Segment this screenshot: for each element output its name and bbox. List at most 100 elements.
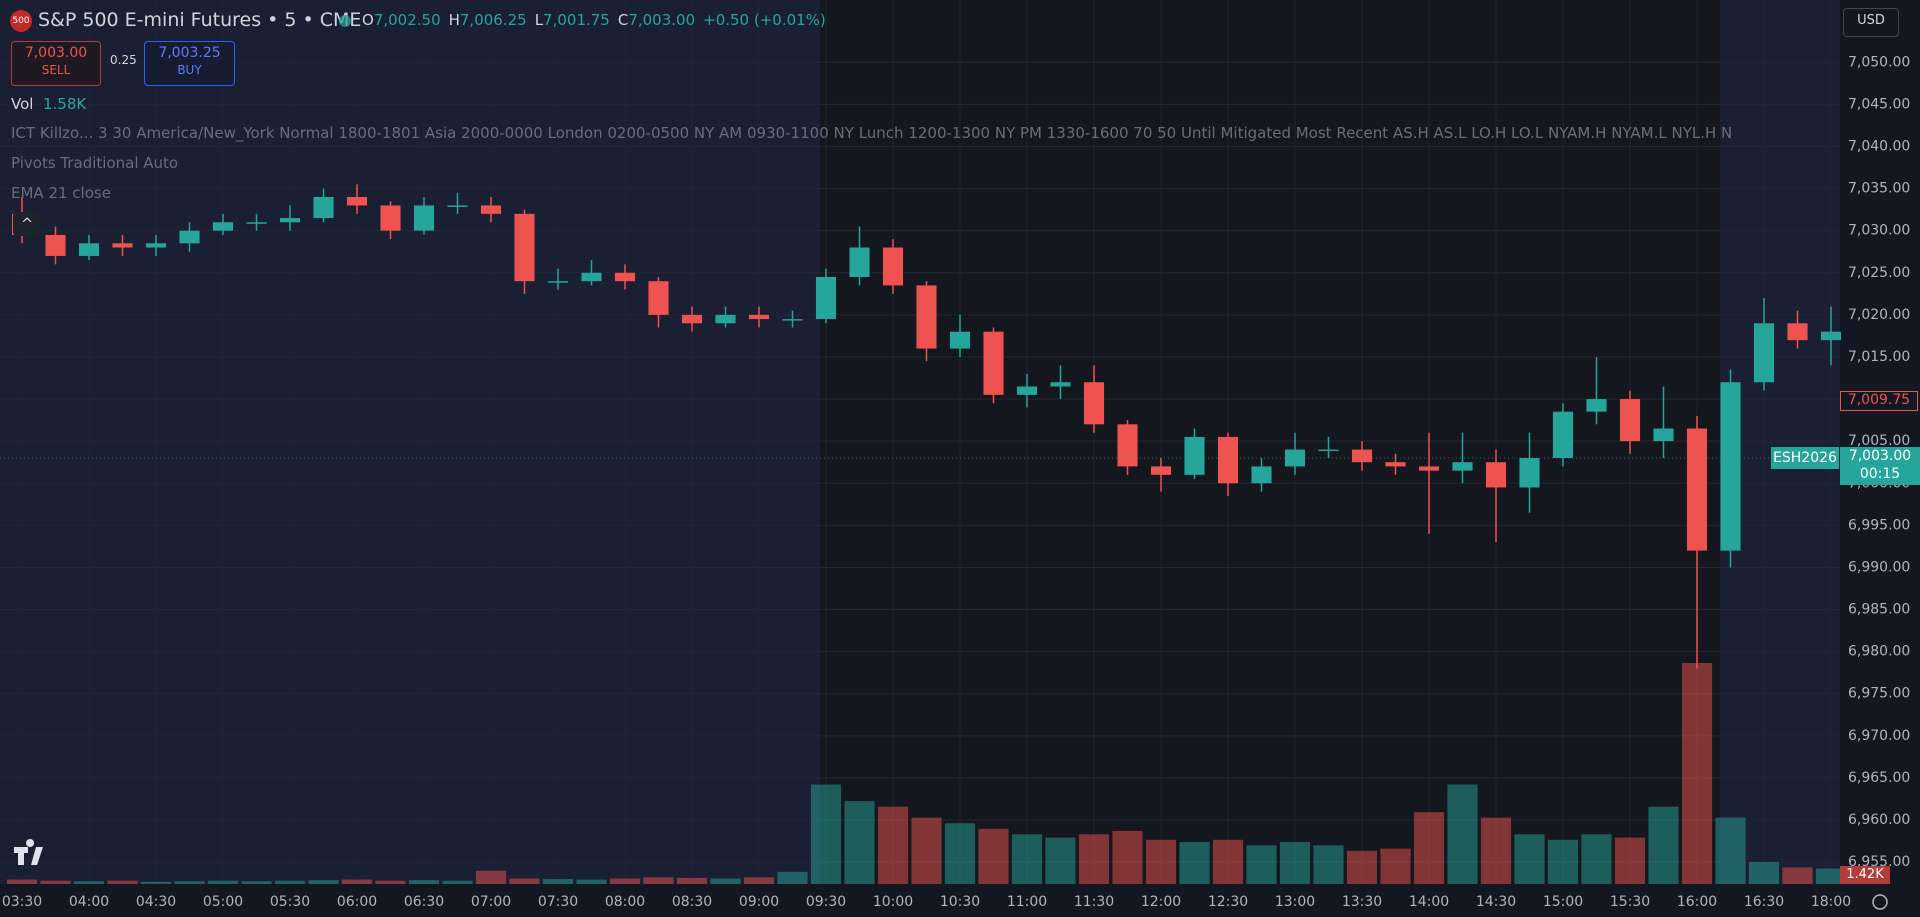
volume-bar <box>174 881 205 884</box>
ict-indicator[interactable]: ICT Killzo... 3 30 America/New_York Norm… <box>11 124 1733 142</box>
volume-bar <box>1681 663 1713 884</box>
candle-body <box>279 218 301 223</box>
collapse-button[interactable]: ^ <box>13 212 41 236</box>
ohlc-value: 7,003.00 <box>628 11 696 29</box>
candle-body <box>1787 323 1808 341</box>
candle-body <box>882 247 904 286</box>
x-tick-label: 12:00 <box>1141 894 1181 910</box>
ohlc-label: O <box>362 11 374 29</box>
candle-body <box>1418 466 1440 471</box>
volume-bar <box>475 870 507 884</box>
candle-body <box>145 243 167 248</box>
ohlc-item: L7,001.75 <box>535 11 610 29</box>
volume-bar <box>1212 839 1244 884</box>
volume-bar <box>207 880 239 884</box>
volume-bar <box>810 784 842 884</box>
last-price: 7,003.00 <box>1848 447 1912 464</box>
y-tick-label: 6,985.00 <box>1848 602 1910 618</box>
market-status[interactable] <box>339 15 351 27</box>
candle-body <box>514 213 535 282</box>
volume-bar <box>911 817 942 884</box>
candle-body <box>1653 428 1674 442</box>
ohlc-item: H7,006.25 <box>449 11 527 29</box>
symbol-logo: 500 <box>10 10 32 32</box>
volume-last-tag: 1.42K <box>1840 866 1890 884</box>
sell-button[interactable]: 7,003.00 SELL <box>11 41 101 86</box>
volume-bar <box>777 871 808 884</box>
x-tick-label: 03:30 <box>2 894 42 910</box>
x-tick-label: 11:00 <box>1007 894 1047 910</box>
candle-body <box>1251 466 1272 484</box>
time-axis-bg <box>0 884 1840 917</box>
volume-bar <box>944 823 976 884</box>
volume-bar <box>308 880 339 884</box>
sell-price: 7,003.00 <box>24 45 88 61</box>
x-tick-label: 12:30 <box>1208 894 1248 910</box>
volume-bar <box>1313 845 1344 884</box>
axes: 7,050.00 7,045.00 7,040.00 7,035.00 7,030.00… <box>0 54 1910 910</box>
volume-bar <box>1715 817 1746 884</box>
candle-body <box>447 205 468 207</box>
ohlc-legend: O7,002.50 H7,006.25 L7,001.75 C7,003.00 +0.5… <box>362 11 826 29</box>
volume-bar <box>1011 834 1043 884</box>
volume-value: 1.58K <box>43 95 87 113</box>
tradingview-logo <box>14 839 43 865</box>
candle-body <box>715 314 736 324</box>
candle-body <box>581 272 602 282</box>
volume-bar <box>710 878 741 884</box>
y-tick-label: 7,030.00 <box>1848 223 1910 239</box>
candle-body <box>916 285 937 349</box>
buy-button[interactable]: 7,003.25 BUY <box>144 41 235 86</box>
y-tick-label: 7,020.00 <box>1848 307 1910 323</box>
x-tick-label: 10:30 <box>940 894 980 910</box>
candle-body <box>782 319 803 321</box>
spread: 0.25 <box>110 53 137 67</box>
x-tick-label: 06:00 <box>337 894 377 910</box>
candle-body <box>815 276 837 320</box>
volume-bar <box>107 880 138 884</box>
pivots-indicator[interactable]: Pivots Traditional Auto <box>11 154 179 172</box>
candle-body <box>1050 382 1071 387</box>
ohlc-label: C <box>617 11 629 29</box>
volume-bar <box>341 879 373 884</box>
volume-bar <box>375 880 406 884</box>
candle-body <box>614 272 636 282</box>
ohlc-item: C7,003.00 <box>618 11 695 29</box>
candle-body <box>1184 436 1205 475</box>
volume-bar <box>978 828 1009 884</box>
y-tick-label: 6,960.00 <box>1848 812 1910 828</box>
candle-body <box>949 331 971 349</box>
candle-body <box>1619 399 1641 442</box>
x-tick-label: 08:30 <box>672 894 712 910</box>
volume-bar <box>442 880 473 884</box>
candle-body <box>1820 331 1842 341</box>
candle-body <box>681 314 703 324</box>
settings-icon[interactable] <box>1872 894 1888 910</box>
y-tick-label: 7,040.00 <box>1848 138 1910 154</box>
volume-label: Vol <box>11 95 34 113</box>
x-tick-label: 07:30 <box>538 894 578 910</box>
candle-body <box>1284 449 1306 467</box>
currency-button[interactable]: USD <box>1843 8 1899 37</box>
ohlc-value: 7,001.75 <box>543 11 610 29</box>
x-tick-label: 09:00 <box>739 894 779 910</box>
candle-body <box>1117 424 1138 467</box>
bar-countdown: 00:15 <box>1859 465 1901 482</box>
ema-indicator[interactable]: EMA 21 close <box>11 184 111 202</box>
x-tick-label: 15:00 <box>1543 894 1583 910</box>
x-tick-label: 14:00 <box>1409 894 1449 910</box>
candle-body <box>1552 411 1574 458</box>
buy-price: 7,003.25 <box>158 45 221 61</box>
volume-bar <box>1413 812 1445 884</box>
change: +0.50 (+0.01%) <box>703 11 826 29</box>
x-tick-label: 05:30 <box>270 894 310 910</box>
ohlc-label: H <box>448 11 460 29</box>
candle-body <box>1150 466 1172 475</box>
volume-bar <box>1447 784 1478 884</box>
y-tick-label: 7,050.00 <box>1848 54 1910 70</box>
symbol-title[interactable]: S&P 500 E-mini Futures • 5 • CME <box>38 9 362 31</box>
candle-body <box>413 205 435 231</box>
x-tick-label: 04:00 <box>69 894 109 910</box>
